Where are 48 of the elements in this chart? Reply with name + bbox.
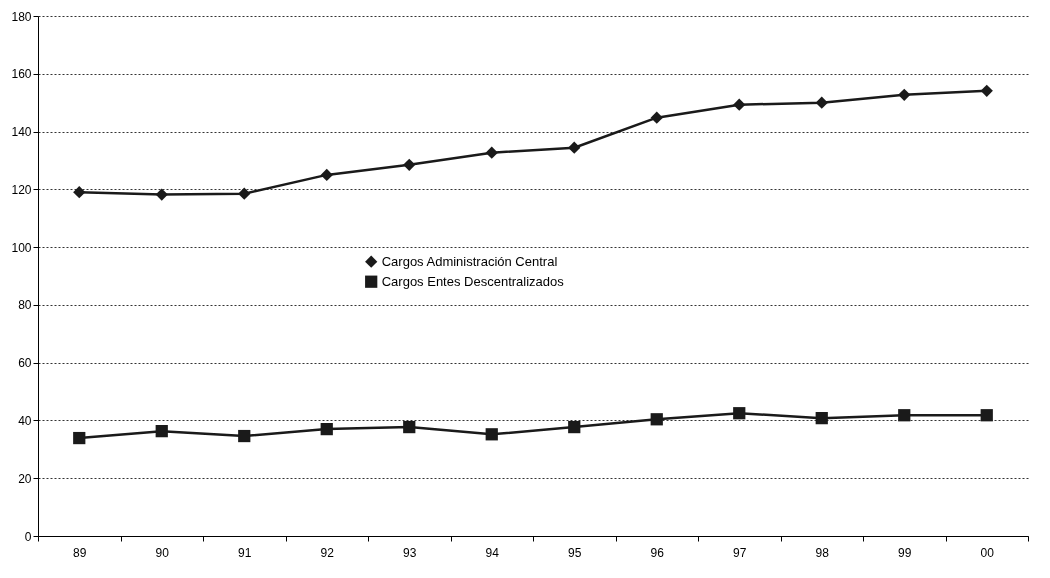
x-tick-label: 00 bbox=[980, 545, 995, 560]
point bbox=[898, 88, 911, 101]
point bbox=[650, 111, 663, 124]
x-tick-label: 93 bbox=[403, 545, 417, 560]
x-tick-label: 99 bbox=[898, 545, 912, 560]
x-tick-label: 96 bbox=[650, 545, 665, 560]
y-tick-label: 140 bbox=[11, 125, 32, 140]
point bbox=[815, 96, 828, 109]
point bbox=[485, 428, 498, 441]
x-tick-label: 91 bbox=[238, 545, 252, 560]
point bbox=[73, 431, 86, 445]
point bbox=[980, 84, 993, 97]
y-tick-label: 100 bbox=[11, 240, 32, 255]
point bbox=[815, 412, 828, 425]
point bbox=[238, 429, 251, 443]
x-tick-label: 89 bbox=[73, 545, 87, 560]
x-tick-label: 98 bbox=[815, 545, 830, 560]
point bbox=[320, 168, 333, 182]
point bbox=[733, 98, 746, 111]
y-tick-label: 20 bbox=[18, 471, 32, 486]
y-tick-label: 0 bbox=[24, 529, 32, 544]
y-tick-label: 80 bbox=[18, 298, 32, 313]
point bbox=[155, 188, 168, 201]
point bbox=[485, 146, 498, 159]
legend-label: Cargos Administración Central bbox=[381, 253, 558, 269]
y-tick-label: 160 bbox=[11, 67, 32, 82]
point bbox=[568, 420, 581, 434]
point bbox=[980, 409, 993, 422]
point bbox=[403, 158, 416, 171]
point bbox=[733, 407, 746, 420]
point bbox=[898, 409, 911, 422]
point bbox=[650, 413, 663, 426]
y-tick-label: 180 bbox=[11, 9, 32, 24]
legend-label: Cargos Entes Descentralizados bbox=[381, 273, 565, 289]
point bbox=[155, 425, 168, 438]
x-tick-label: 94 bbox=[485, 545, 500, 560]
point bbox=[73, 186, 86, 199]
point bbox=[320, 422, 333, 436]
point bbox=[238, 187, 251, 200]
y-tick-label: 40 bbox=[18, 413, 32, 428]
point bbox=[403, 420, 416, 434]
x-tick-label: 90 bbox=[155, 545, 170, 560]
point bbox=[568, 141, 581, 154]
x-tick-label: 92 bbox=[320, 545, 335, 560]
y-tick-label: 120 bbox=[11, 182, 32, 197]
y-tick-label: 60 bbox=[18, 356, 32, 371]
x-tick-label: 97 bbox=[733, 545, 747, 560]
x-tick-label: 95 bbox=[568, 545, 582, 560]
